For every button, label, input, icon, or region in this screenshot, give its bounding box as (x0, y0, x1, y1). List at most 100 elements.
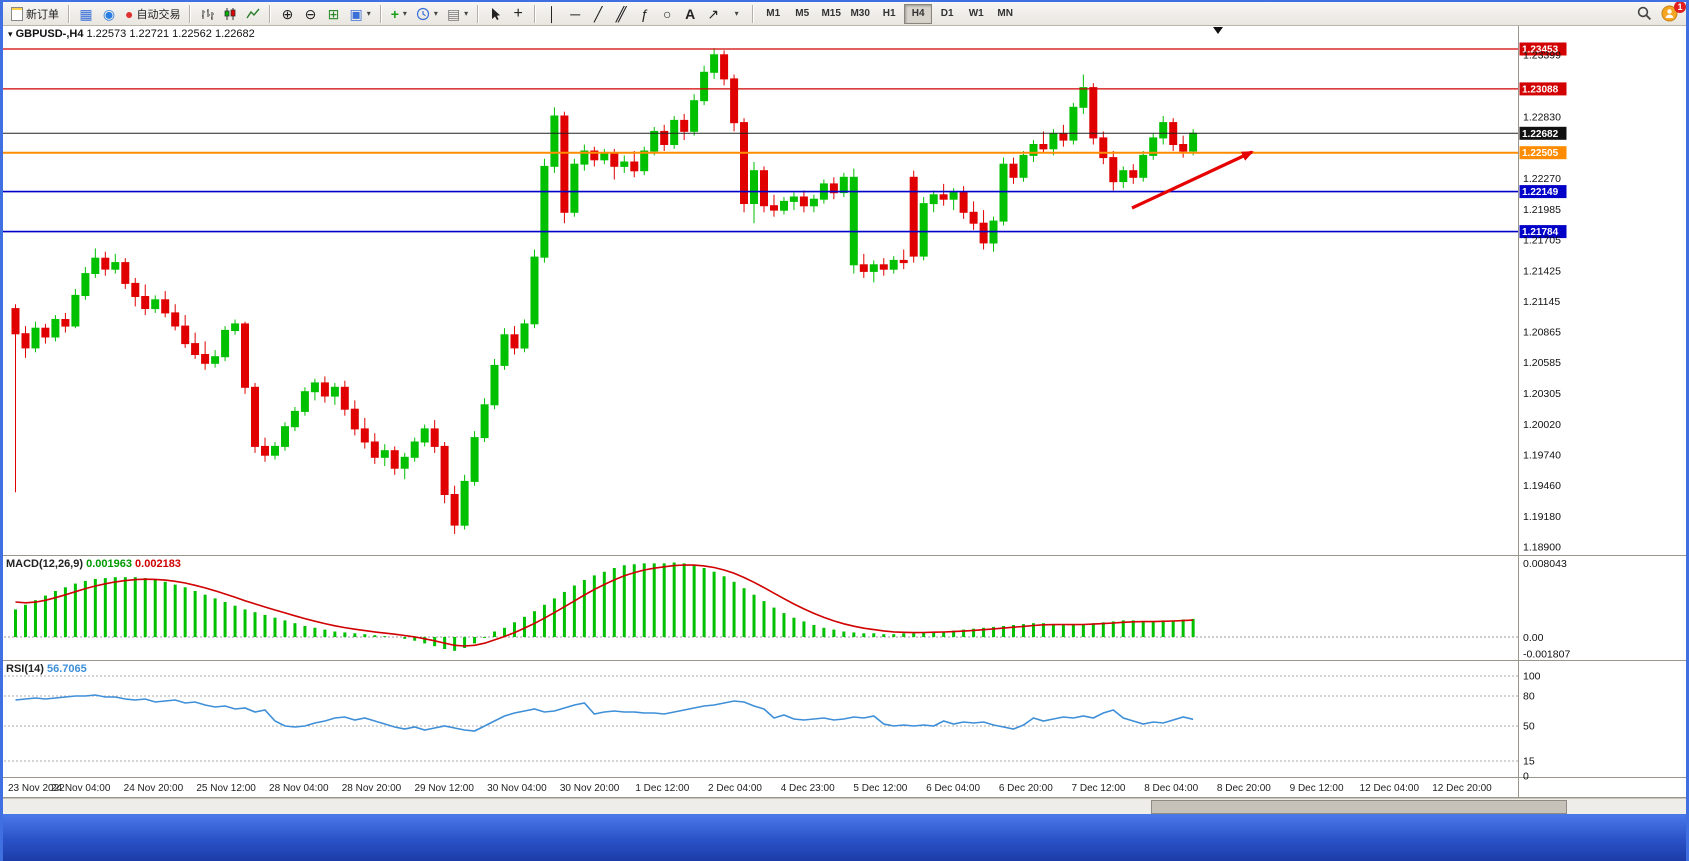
svg-text:6 Dec 20:00: 6 Dec 20:00 (999, 783, 1053, 794)
market-watch-button[interactable]: ◉ (98, 4, 120, 24)
new-order-label: 新订单 (26, 8, 59, 21)
svg-text:6 Dec 04:00: 6 Dec 04:00 (926, 783, 980, 794)
timeframe-button-H1[interactable]: H1 (882, 8, 896, 19)
timeframe-button-D1[interactable]: D1 (940, 8, 954, 19)
svg-text:28 Nov 20:00: 28 Nov 20:00 (342, 783, 402, 794)
market-watch-icon: ◉ (102, 5, 116, 22)
trendline-button[interactable]: ╱ (587, 4, 609, 24)
svg-text:12 Dec 04:00: 12 Dec 04:00 (1360, 783, 1420, 794)
periods-button[interactable]: ▾ (412, 4, 442, 24)
toolbar-separator (68, 4, 70, 23)
toolbar-separator (189, 4, 192, 23)
price-level-label: 1.21784 (1522, 227, 1559, 238)
svg-text:50: 50 (1523, 721, 1535, 733)
timeframe-button-M30[interactable]: M30 (850, 8, 870, 19)
profiles-button[interactable]: ▦ (75, 4, 97, 24)
new-order-icon (11, 6, 23, 21)
chevron-down-icon: ▾ (366, 9, 371, 18)
timeframe-button-MN[interactable]: MN (997, 8, 1013, 19)
price-level-label: 1.23453 (1522, 45, 1559, 56)
auto-trading-button[interactable]: ● 自动交易 (121, 4, 184, 24)
channel-button[interactable]: ╱╱ (610, 4, 632, 24)
trend-arrow[interactable] (1131, 150, 1254, 210)
price-tick: 1.19460 (1523, 480, 1561, 492)
toolbar-separator (379, 4, 382, 23)
toolbar-separator (534, 4, 537, 23)
community-button[interactable]: 1 (1657, 0, 1686, 24)
ellipse-icon: ○ (662, 5, 672, 22)
timeframe-button-M15[interactable]: M15 (821, 8, 841, 19)
auto-trading-icon: ● (125, 5, 134, 22)
timeframe-button-W1[interactable]: W1 (968, 8, 984, 19)
zoom-out-button[interactable]: ⊖ (299, 4, 321, 24)
timeframe-button-H4[interactable]: H4 (904, 3, 933, 24)
horizontal-scrollbar[interactable] (3, 798, 1686, 814)
price-tick: 1.20865 (1523, 327, 1561, 339)
svg-text:9 Dec 12:00: 9 Dec 12:00 (1290, 783, 1344, 794)
bar-chart-icon (202, 8, 215, 20)
cursor-button[interactable] (484, 4, 506, 24)
fibonacci-icon: ƒ (640, 5, 649, 22)
window-border-left (0, 0, 3, 861)
auto-trading-label: 自动交易 (136, 8, 181, 21)
svg-text:8 Dec 20:00: 8 Dec 20:00 (1217, 783, 1271, 794)
price-tick: 1.22830 (1523, 112, 1561, 124)
line-chart-button[interactable] (242, 4, 264, 24)
vertical-line-button[interactable]: │ (541, 4, 563, 24)
fibonacci-button[interactable]: ƒ (633, 4, 655, 24)
chart-title: ▾ GBPUSD-,H4 1.22573 1.22721 1.22562 1.2… (8, 28, 255, 40)
symbol-period-label: GBPUSD-,H4 (15, 28, 84, 40)
cursor-icon (491, 7, 500, 20)
scrollbar-thumb[interactable] (1151, 800, 1567, 814)
pane-separators (0, 24, 1686, 798)
tile-windows-button[interactable]: ⊞ (322, 4, 344, 24)
svg-text:1 Dec 12:00: 1 Dec 12:00 (635, 783, 689, 794)
price-tick: 1.22270 (1523, 173, 1561, 185)
crosshair-button[interactable]: + (507, 4, 529, 24)
arrow-tool-button[interactable]: ↗ (702, 4, 724, 24)
templates-button[interactable]: ▤ ▾ (443, 4, 472, 24)
arrow-ne-icon: ↗ (707, 5, 720, 22)
zoom-out-icon: ⊖ (304, 5, 317, 22)
price-tick: 1.21425 (1523, 265, 1561, 277)
zoom-in-button[interactable]: ⊕ (276, 4, 298, 24)
svg-text:2 Dec 04:00: 2 Dec 04:00 (708, 783, 762, 794)
notification-badge[interactable]: 1 (1674, 0, 1686, 13)
timeframe-button-M1[interactable]: M1 (766, 8, 781, 19)
chevron-down-icon: ▾ (402, 9, 407, 18)
more-tools-button[interactable]: ▾ (725, 4, 747, 24)
svg-text:4 Dec 23:00: 4 Dec 23:00 (781, 783, 835, 794)
window-bottom-frame (0, 814, 1689, 861)
price-level-label: 1.22149 (1522, 187, 1559, 198)
horizontal-line-button[interactable]: ─ (564, 4, 586, 24)
chart-dropdown-icon[interactable]: ▾ (8, 29, 13, 39)
svg-text:24 Nov 20:00: 24 Nov 20:00 (124, 783, 184, 794)
price-tick: 1.21985 (1523, 204, 1561, 216)
bar-chart-button[interactable] (196, 4, 218, 24)
line-chart-icon (246, 8, 261, 18)
clock-icon (416, 7, 430, 20)
new-order-button[interactable]: 新订单 (7, 4, 63, 24)
search-button[interactable] (1633, 4, 1656, 24)
cascade-windows-button[interactable]: ▣ ▾ (345, 4, 374, 24)
svg-text:24 Nov 04:00: 24 Nov 04:00 (51, 783, 111, 794)
svg-text:100: 100 (1523, 671, 1541, 683)
text-tool-button[interactable]: A (679, 4, 701, 24)
window-border-right (1686, 0, 1689, 861)
price-tick: 1.21145 (1523, 296, 1560, 308)
chevron-down-icon: ▾ (433, 9, 438, 18)
macd-signal-line (15, 564, 1194, 647)
candles (11, 48, 1198, 534)
candlestick-button[interactable] (219, 4, 241, 24)
shapes-button[interactable]: ○ (656, 4, 678, 24)
chevron-down-icon: ▾ (734, 9, 739, 18)
chart-shift-marker[interactable] (1213, 27, 1223, 34)
svg-text:-0.001807: -0.001807 (1523, 649, 1570, 661)
price-tick: 1.19740 (1523, 450, 1561, 462)
timeframe-button-M5[interactable]: M5 (795, 8, 810, 19)
toolbar: 新订单 ▦ ◉ ● 自动交易 ⊕ ⊖ ⊞ ▣ ▾ + ▾ ▾ ▤ ▾ (3, 0, 1686, 26)
chat-bubble-icon (1661, 5, 1678, 22)
add-indicator-button[interactable]: + ▾ (387, 4, 411, 24)
price-tick: 1.20020 (1523, 419, 1561, 431)
